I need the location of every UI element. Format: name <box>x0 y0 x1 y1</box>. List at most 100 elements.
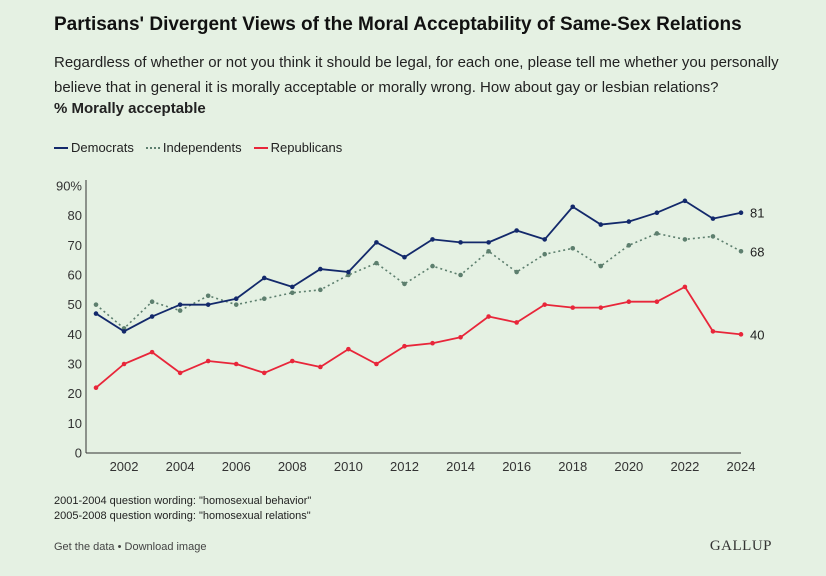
data-point-republicans <box>290 358 295 364</box>
data-point-republicans <box>261 370 267 376</box>
note-wording-2005-2008: 2005-2008 question wording: "homosexual … <box>54 510 311 522</box>
data-point-democrats <box>710 216 716 221</box>
data-point-independents <box>738 248 744 254</box>
download-image-link[interactable]: Download image <box>124 541 207 553</box>
data-point-independents <box>486 248 491 254</box>
legend-item-republicans: Republicans <box>253 140 342 155</box>
data-point-democrats <box>570 204 576 210</box>
notes: 2001-2004 question wording: "homosexual … <box>54 494 311 524</box>
data-point-democrats <box>598 222 604 227</box>
data-point-democrats <box>654 210 660 215</box>
data-point-democrats <box>346 269 351 275</box>
data-point-democrats <box>738 210 744 215</box>
data-point-independents <box>318 287 323 293</box>
data-point-independents <box>570 246 576 251</box>
legend-label-independents: Independents <box>162 140 242 155</box>
x-tick-label: 2016 <box>502 459 531 474</box>
data-point-republicans <box>542 302 547 307</box>
data-point-democrats <box>682 198 688 204</box>
end-label-democrats: 81 <box>750 206 764 221</box>
data-point-democrats <box>177 302 183 307</box>
data-point-democrats <box>486 240 491 245</box>
legend-swatch-republicans <box>253 146 268 149</box>
data-point-independents <box>290 290 295 296</box>
data-point-republicans <box>402 343 407 349</box>
data-point-independents <box>626 243 632 248</box>
y-tick-label: 60 <box>68 268 82 283</box>
legend-item-democrats: Democrats <box>54 140 134 155</box>
data-point-republicans <box>149 349 155 355</box>
legend-swatch-independents <box>145 146 160 149</box>
data-point-independents <box>458 272 463 278</box>
end-label-republicans: 40 <box>750 327 764 342</box>
data-point-democrats <box>374 240 379 245</box>
data-point-independents <box>205 293 211 299</box>
legend-swatch-democrats <box>54 146 68 149</box>
series-line-democrats <box>95 199 742 333</box>
y-tick-label: 20 <box>68 386 82 401</box>
note-wording-2001-2004: 2001-2004 question wording: "homosexual … <box>54 495 312 507</box>
end-label-independents: 68 <box>750 244 764 259</box>
data-point-democrats <box>121 329 127 334</box>
data-point-democrats <box>402 254 407 260</box>
legend-label-democrats: Democrats <box>71 140 134 155</box>
data-point-independents <box>177 308 183 313</box>
unit-label: % Morally acceptable <box>54 100 206 117</box>
data-point-independents <box>374 260 379 266</box>
data-point-republicans <box>177 370 183 376</box>
x-tick-label: 2002 <box>110 459 139 474</box>
footer-separator: • <box>114 541 125 553</box>
data-point-independents <box>710 234 716 239</box>
data-point-democrats <box>626 219 632 224</box>
gallup-logo: GALLUP <box>709 538 772 554</box>
data-point-independents <box>542 251 547 257</box>
y-tick-label: 50 <box>68 297 82 312</box>
data-point-republicans <box>682 284 688 290</box>
legend-item-independents: Independents <box>145 140 242 155</box>
data-point-democrats <box>458 240 463 245</box>
data-point-democrats <box>261 275 267 281</box>
data-point-republicans <box>654 299 660 305</box>
data-point-democrats <box>149 314 155 319</box>
series-line-republicans <box>95 285 742 389</box>
x-tick-label: 2018 <box>558 459 587 474</box>
data-point-republicans <box>514 320 519 325</box>
data-point-democrats <box>514 228 519 233</box>
data-point-independents <box>93 302 99 307</box>
chart-subtitle: Regardless of whether or not you think i… <box>54 54 779 96</box>
data-point-republicans <box>710 329 716 334</box>
series-line-independents <box>95 232 742 330</box>
data-point-republicans <box>486 314 491 319</box>
x-tick-label: 2004 <box>166 459 195 474</box>
data-point-democrats <box>93 311 99 316</box>
data-point-independents <box>261 296 267 302</box>
data-point-republicans <box>205 358 211 364</box>
data-point-republicans <box>598 305 604 310</box>
x-tick-label: 2008 <box>278 459 307 474</box>
data-point-republicans <box>318 364 323 370</box>
y-tick-label: 10 <box>68 416 82 431</box>
data-point-republicans <box>430 340 435 346</box>
data-point-democrats <box>542 237 547 242</box>
legend: Democrats Independents Republicans <box>54 140 354 155</box>
x-tick-label: 2024 <box>727 459 756 474</box>
data-point-democrats <box>205 302 211 307</box>
data-point-democrats <box>318 266 323 272</box>
y-tick-label: 70 <box>68 238 82 253</box>
x-tick-label: 2010 <box>334 459 363 474</box>
get-data-link[interactable]: Get the data <box>54 541 115 553</box>
data-point-republicans <box>121 361 127 367</box>
data-point-independents <box>233 302 239 307</box>
data-point-republicans <box>626 299 632 305</box>
data-point-independents <box>430 263 435 269</box>
data-point-independents <box>402 281 407 287</box>
y-tick-label: 0 <box>75 446 82 461</box>
footer-links: Get the data • Download image <box>54 541 206 553</box>
data-point-republicans <box>738 332 744 337</box>
data-point-republicans <box>346 346 351 352</box>
data-point-democrats <box>290 284 295 290</box>
y-tick-label: 40 <box>68 327 82 342</box>
data-point-republicans <box>233 361 239 367</box>
data-point-independents <box>682 237 688 242</box>
